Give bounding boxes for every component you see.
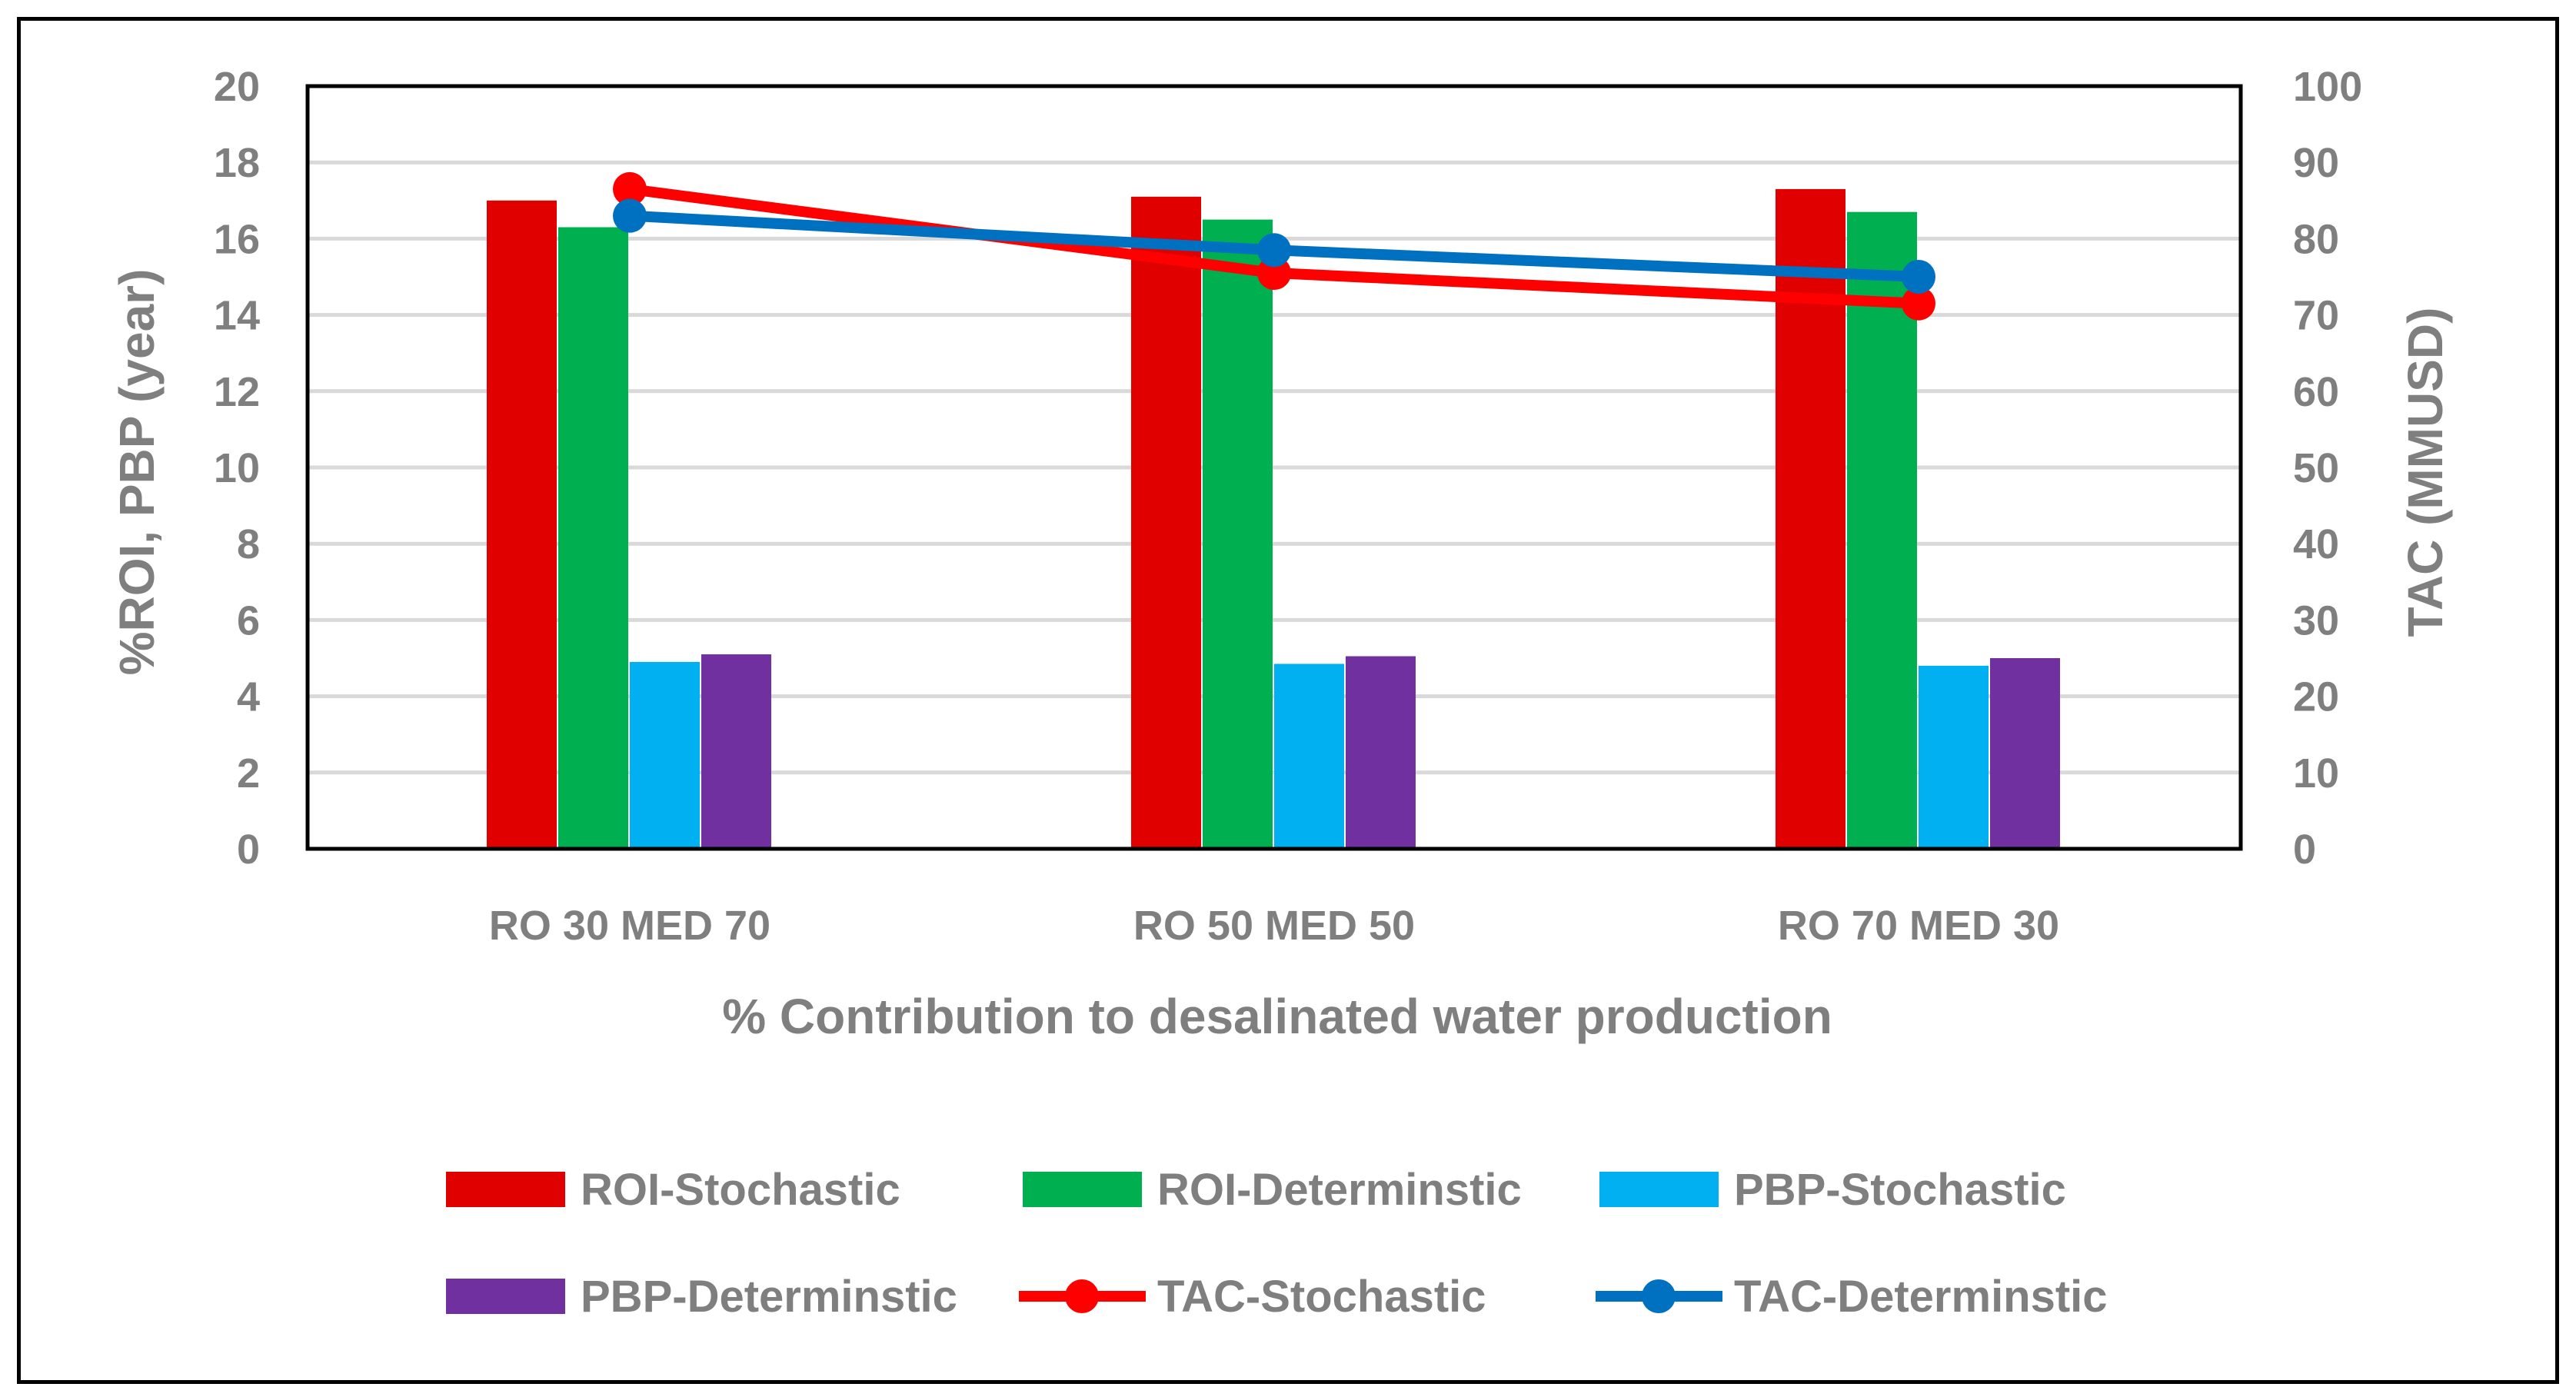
legend-label-pbp-stochastic: PBP-Stochastic xyxy=(1734,1165,2066,1215)
legend-label-roi-determinstic: ROI-Determinstic xyxy=(1157,1165,1522,1215)
legend-label-tac-stochastic: TAC-Stochastic xyxy=(1157,1272,1486,1322)
y2-tick-label: 70 xyxy=(2293,293,2339,339)
x-axis-title: % Contribution to desalinated water prod… xyxy=(722,989,1832,1044)
y-tick-label: 4 xyxy=(237,674,260,720)
legend-marker-tac-stochastic xyxy=(1065,1279,1099,1313)
y2-axis-title: TAC (MMUSD) xyxy=(2398,308,2453,637)
legend-marker-tac-determinstic xyxy=(1642,1279,1676,1313)
marker-tac-stochastic-1 xyxy=(613,171,647,206)
y2-tick-label: 60 xyxy=(2293,369,2339,415)
series-lines xyxy=(613,171,1935,321)
plot-area-border xyxy=(305,84,2243,851)
y2-tick-label: 90 xyxy=(2293,140,2339,186)
category-axis-ticks: RO 30 MED 70 RO 50 MED 50 RO 70 MED 30 xyxy=(489,903,2059,949)
bar-roi-stochastic-3 xyxy=(1776,188,1845,850)
y-tick-label: 10 xyxy=(214,445,260,491)
bar-pbp-determinstic-1 xyxy=(701,654,771,849)
right-axis-ticks: 0 10 20 30 40 50 60 70 80 90 100 xyxy=(2293,64,2362,873)
y2-tick-label: 40 xyxy=(2293,521,2339,567)
legend-label-pbp-determinstic: PBP-Determinstic xyxy=(581,1272,957,1322)
y2-tick-label: 50 xyxy=(2293,445,2339,491)
marker-tac-determinstic-3 xyxy=(1902,260,1935,294)
y-tick-label: 2 xyxy=(237,750,260,797)
x-tick-label: RO 50 MED 50 xyxy=(1133,903,1415,949)
bar-pbp-stochastic-2 xyxy=(1274,664,1344,849)
bar-pbp-determinstic-3 xyxy=(1990,658,2060,849)
y-tick-label: 20 xyxy=(214,64,260,110)
legend: ROI-Stochastic ROI-Determinstic PBP-Stocha… xyxy=(446,1165,2108,1322)
bar-roi-stochastic-2 xyxy=(1131,196,1201,850)
y2-tick-label: 0 xyxy=(2293,827,2316,873)
y-tick-label: 6 xyxy=(237,597,260,644)
y2-tick-label: 80 xyxy=(2293,216,2339,262)
x-tick-label: RO 30 MED 70 xyxy=(489,903,770,949)
x-tick-label: RO 70 MED 30 xyxy=(1778,903,2059,949)
bar-roi-determinstic-1 xyxy=(558,227,628,849)
bars xyxy=(487,188,2060,850)
y-tick-label: 18 xyxy=(214,140,260,186)
legend-label-tac-determinstic: TAC-Determinstic xyxy=(1734,1272,2108,1322)
bar-pbp-stochastic-1 xyxy=(630,661,700,849)
y2-tick-label: 100 xyxy=(2293,64,2362,110)
legend-label-roi-stochastic: ROI-Stochastic xyxy=(581,1165,900,1215)
legend-swatch-pbp-stochastic xyxy=(1599,1172,1719,1207)
bar-roi-determinstic-3 xyxy=(1847,211,1917,849)
legend-swatch-roi-determinstic xyxy=(1023,1172,1142,1207)
bar-pbp-stochastic-3 xyxy=(1919,665,1989,849)
legend-swatch-pbp-determinstic xyxy=(446,1279,565,1314)
y-axis-title: %ROI, PBP (year) xyxy=(109,269,165,676)
bar-pbp-determinstic-2 xyxy=(1346,656,1416,849)
left-axis-ticks: 0 2 4 6 8 10 12 14 16 18 20 xyxy=(214,64,260,873)
y-tick-label: 0 xyxy=(237,827,260,873)
y-tick-label: 16 xyxy=(214,216,260,262)
legend-swatch-roi-stochastic xyxy=(446,1172,565,1207)
y2-tick-label: 30 xyxy=(2293,597,2339,644)
y-tick-label: 12 xyxy=(214,369,260,415)
y2-tick-label: 20 xyxy=(2293,674,2339,720)
y2-tick-label: 10 xyxy=(2293,750,2339,797)
bar-roi-determinstic-2 xyxy=(1203,219,1273,850)
y-tick-label: 14 xyxy=(214,293,260,339)
marker-tac-stochastic-3 xyxy=(1902,286,1935,321)
bar-roi-stochastic-1 xyxy=(487,200,557,849)
y-tick-label: 8 xyxy=(237,521,260,567)
marker-tac-determinstic-1 xyxy=(613,198,647,233)
marker-tac-determinstic-2 xyxy=(1257,233,1291,268)
